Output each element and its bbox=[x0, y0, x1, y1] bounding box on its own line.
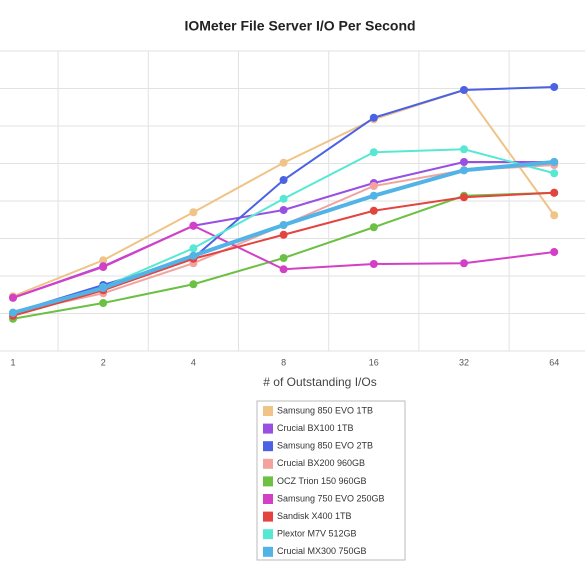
x-tick-label: 2 bbox=[101, 357, 106, 367]
point bbox=[9, 293, 17, 302]
legend-label: OCZ Trion 150 960GB bbox=[277, 476, 367, 486]
x-tick-label: 4 bbox=[191, 357, 196, 367]
legend-label: Samsung 850 EVO 2TB bbox=[277, 441, 373, 451]
point bbox=[369, 223, 378, 232]
point bbox=[279, 230, 288, 239]
x-tick-label: 8 bbox=[281, 357, 286, 367]
point bbox=[279, 265, 288, 274]
legend-label: Sandisk X400 1TB bbox=[277, 511, 352, 521]
point bbox=[369, 113, 378, 122]
legend-swatch bbox=[263, 546, 273, 557]
point bbox=[279, 176, 288, 184]
legend-swatch bbox=[263, 441, 273, 452]
point bbox=[369, 191, 378, 200]
point bbox=[460, 193, 468, 202]
point bbox=[99, 263, 108, 271]
point bbox=[9, 308, 17, 317]
point bbox=[369, 260, 378, 268]
point bbox=[279, 254, 288, 262]
legend-label: Crucial BX100 1TB bbox=[277, 423, 354, 433]
legend-swatch bbox=[263, 494, 273, 504]
point bbox=[369, 182, 378, 190]
point bbox=[189, 221, 198, 230]
point bbox=[460, 145, 468, 154]
point bbox=[550, 169, 559, 178]
point bbox=[460, 86, 468, 94]
legend-swatch bbox=[263, 529, 273, 540]
point bbox=[550, 188, 559, 197]
point bbox=[99, 284, 108, 292]
point bbox=[189, 280, 198, 289]
x-tick-label: 32 bbox=[459, 357, 469, 367]
x-tick-label: 64 bbox=[549, 357, 559, 367]
legend-label: Crucial MX300 750GB bbox=[277, 546, 367, 556]
point bbox=[460, 259, 468, 268]
legend-label: Samsung 750 EVO 250GB bbox=[277, 493, 385, 503]
legend-box bbox=[256, 400, 406, 561]
legend-label: Plextor M7V 512GB bbox=[277, 529, 357, 539]
point bbox=[189, 244, 198, 253]
point bbox=[369, 148, 378, 157]
point bbox=[550, 158, 559, 166]
legend-label: Samsung 850 EVO 1TB bbox=[277, 405, 373, 415]
point bbox=[460, 166, 468, 175]
point bbox=[369, 206, 378, 215]
legend-swatch bbox=[263, 406, 273, 416]
point bbox=[189, 208, 198, 217]
legend-swatch bbox=[263, 458, 273, 469]
legend-swatch bbox=[263, 423, 273, 434]
chart-title: IOMeter File Server I/O Per Second bbox=[184, 18, 415, 34]
x-tick-label: 1 bbox=[10, 357, 15, 367]
point bbox=[189, 251, 198, 260]
x-axis-label: # of Outstanding I/Os bbox=[263, 375, 376, 389]
point bbox=[99, 256, 108, 265]
point bbox=[279, 158, 288, 167]
legend-swatch bbox=[263, 511, 273, 522]
point bbox=[279, 194, 288, 203]
point bbox=[550, 83, 559, 91]
point bbox=[99, 299, 108, 307]
point bbox=[460, 158, 468, 166]
legend-label: Crucial BX200 960GB bbox=[277, 458, 365, 468]
point bbox=[550, 211, 559, 220]
x-tick-label: 16 bbox=[369, 357, 379, 367]
point bbox=[279, 206, 288, 214]
point bbox=[550, 248, 559, 256]
point bbox=[279, 221, 288, 229]
legend-swatch bbox=[263, 476, 273, 487]
